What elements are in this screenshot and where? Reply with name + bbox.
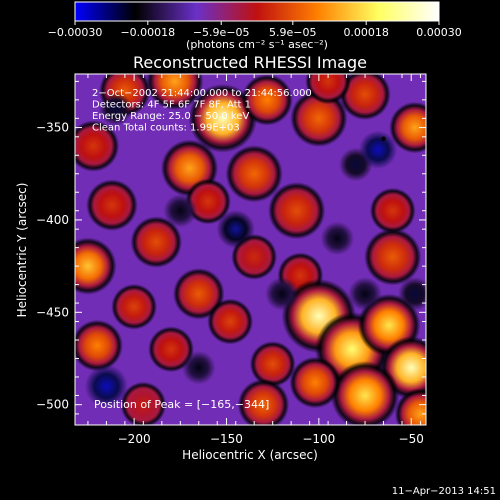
colorbar-tick-label: −0.00018 [120, 26, 175, 39]
intensity-source [75, 319, 123, 372]
intensity-source [369, 187, 416, 234]
x-axis: −200 −150 −100 −50 [87, 74, 424, 446]
negative-intensity-region [181, 350, 216, 385]
intensity-source [389, 101, 426, 154]
y-axis-tick-label: −350 [36, 121, 69, 135]
annotation-line: Clean Total counts: 1.99E+03 [92, 123, 240, 134]
chart-title: Reconstructed RHESSI Image [133, 53, 367, 72]
intensity-source [120, 381, 167, 425]
negative-intensity-region [98, 92, 133, 126]
colorbar-tick-label: −0.00030 [48, 26, 103, 39]
colorbar-unit-label: (photons cm⁻² s⁻¹ asec⁻²) [186, 38, 328, 51]
intensity-source [330, 361, 400, 425]
colorbar: −0.00030 −0.00018 −5.9e−05 5.9e−05 0.00018 0.… [48, 1, 462, 51]
intensity-source [290, 89, 348, 147]
intensity-source [241, 74, 293, 126]
y-axis: −350 −400 −450 −500 [36, 80, 426, 415]
intensity-source [364, 228, 422, 286]
intensity-source [75, 120, 120, 172]
intensity-source [75, 237, 117, 295]
intensity-source [148, 326, 194, 373]
intensity-source [130, 216, 183, 268]
negative-intensity-region [358, 130, 398, 169]
x-axis-tick-label: −100 [302, 432, 335, 446]
peak-marker [381, 136, 386, 141]
intensity-source [339, 74, 391, 121]
negative-intensity-region [398, 277, 426, 311]
negative-intensity-region [163, 193, 198, 228]
colorbar-ticks: −0.00030 −0.00018 −5.9e−05 5.9e−05 0.00018 0.… [48, 21, 462, 39]
negative-intensity-region [348, 277, 382, 311]
intensity-source [207, 298, 254, 345]
y-axis-label: Heliocentric Y (arcsec) [15, 183, 29, 318]
annotation-line: Energy Range: 25.0 − 50.0 keV [92, 111, 249, 122]
intensity-source [188, 83, 258, 153]
x-axis-label: Heliocentric X (arcsec) [182, 448, 318, 462]
intensity-source [173, 268, 225, 320]
colorbar-gradient [74, 1, 440, 22]
y-axis-tick-label: −400 [36, 213, 69, 227]
negative-intensity-region [265, 277, 299, 311]
x-axis-tick-label: −150 [210, 432, 243, 446]
y-axis-tick-label: −450 [36, 305, 69, 319]
intensity-source [249, 341, 296, 387]
plot-frame [74, 73, 427, 426]
annotation-block: 2−Oct−2002 21:44:00.000 to 21:44:56.000D… [92, 88, 312, 134]
intensity-source [111, 283, 158, 330]
intensity-source [394, 388, 426, 425]
colorbar-tick-label: −5.9e−05 [193, 26, 250, 39]
annotation-line: Detectors: 4F 5F 6F 7F 8F, Att 1 [92, 100, 251, 111]
image-intensity-layer [75, 74, 426, 425]
negative-intensity-region [216, 209, 255, 249]
negative-intensity-region [84, 364, 129, 408]
peak-dot [381, 136, 386, 141]
colorbar-tick-label: 5.9e−05 [269, 26, 316, 39]
intensity-source [305, 74, 351, 105]
generation-timestamp: 11−Apr−2013 14:51 [392, 486, 496, 497]
annotation-line: 2−Oct−2002 21:44:00.000 to 21:44:56.000 [92, 88, 312, 99]
negative-intensity-region [320, 221, 355, 256]
colorbar-tick-label: 0.00030 [416, 26, 462, 39]
intensity-source [146, 74, 204, 111]
plot-area [75, 74, 426, 425]
peak-position-label: Position of Peak = [−165,−344] [94, 398, 269, 411]
intensity-source [268, 182, 326, 240]
colorbar-tick-label: 0.00018 [343, 26, 389, 39]
intensity-source [237, 378, 290, 425]
x-axis-tick-label: −200 [118, 432, 151, 446]
intensity-source [225, 145, 283, 203]
x-axis-tick-label: −50 [399, 432, 424, 446]
y-axis-tick-label: −500 [36, 398, 69, 412]
intensity-source [86, 179, 138, 231]
intensity-source [289, 356, 341, 409]
